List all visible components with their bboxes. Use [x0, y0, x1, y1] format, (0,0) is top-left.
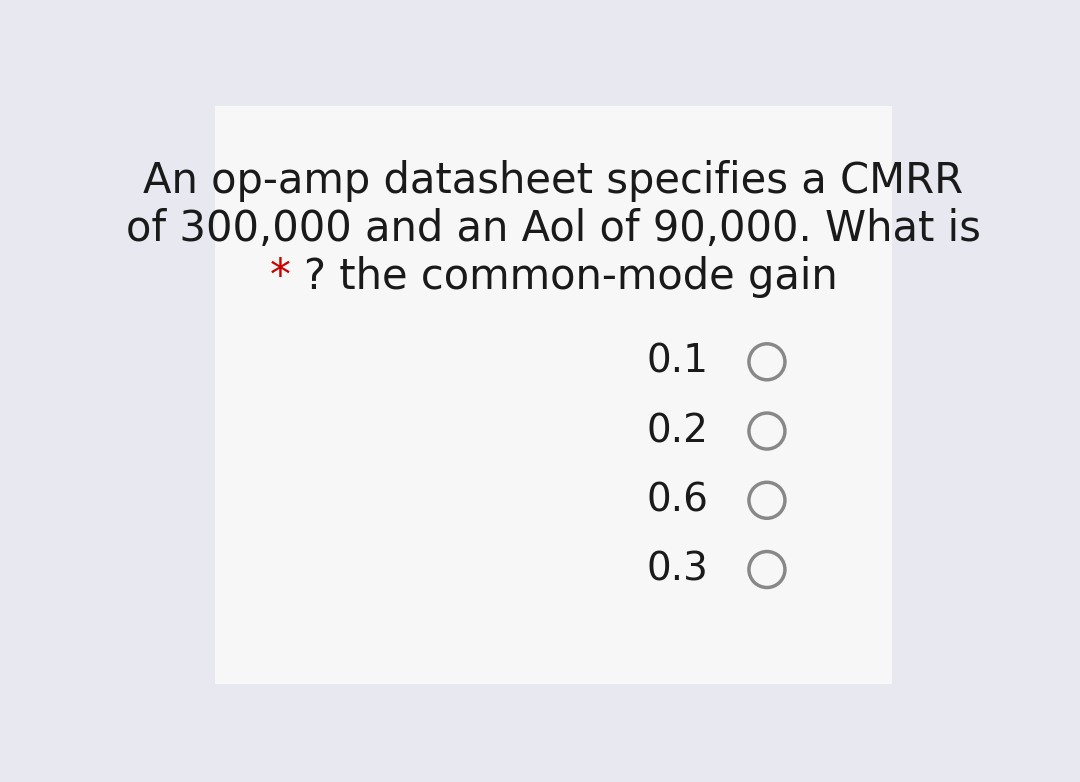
Text: 0.3: 0.3 — [647, 551, 708, 589]
Text: 0.1: 0.1 — [646, 343, 708, 381]
Text: 0.6: 0.6 — [646, 481, 708, 519]
Text: ? the common-mode gain: ? the common-mode gain — [303, 256, 837, 299]
Text: An op-amp datasheet specifies a CMRR: An op-amp datasheet specifies a CMRR — [144, 160, 963, 203]
Text: 0.2: 0.2 — [647, 412, 708, 450]
FancyBboxPatch shape — [215, 106, 892, 684]
Text: of 300,000 and an Aol of 90,000. What is: of 300,000 and an Aol of 90,000. What is — [126, 208, 981, 250]
Text: *: * — [270, 256, 303, 299]
